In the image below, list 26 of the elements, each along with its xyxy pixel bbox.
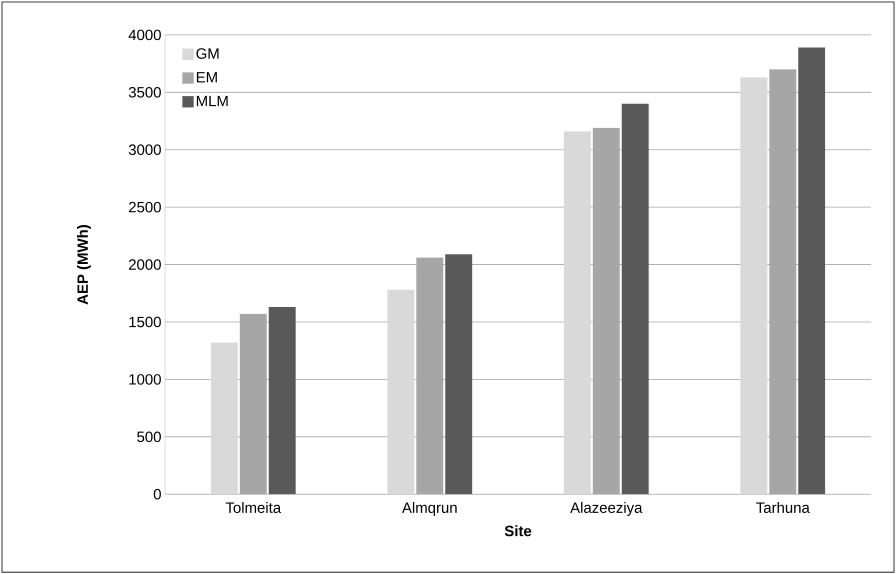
x-tick-label: Tarhuna [756,502,810,513]
bar [622,104,649,494]
bar [210,342,238,494]
x-tick-label: Alazeeziya [570,502,642,516]
y-tick-label: 2000 [129,259,161,270]
x-tick-label: Tolmeita [226,502,282,513]
bar [268,306,296,494]
x-axis-title: Site [504,525,532,536]
x-tick-label: Almqrun [402,502,457,516]
bar [387,290,414,494]
y-axis-title: AEP (MWh) [76,224,91,304]
legend-label: GM [196,48,219,59]
y-tick-label: 1000 [129,374,161,385]
y-tick-label: 3000 [128,144,161,155]
y-tick-label: 3500 [128,86,161,98]
legend-label: MLM [196,96,228,106]
bar [740,77,768,494]
y-tick-label: 2500 [129,202,161,212]
y-tick-label: 0 [154,488,161,500]
y-tick-label: 500 [137,431,161,442]
bar [798,47,826,494]
legend-label: EM [196,72,217,82]
bar [564,131,591,494]
y-tick-label: 4000 [128,30,161,40]
bar [445,254,472,494]
y-tick-label: 1500 [129,316,161,328]
